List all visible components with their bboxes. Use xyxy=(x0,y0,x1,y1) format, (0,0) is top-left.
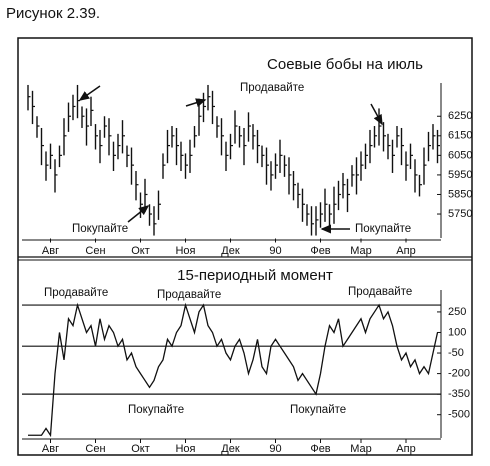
y-tick-label: 5850 xyxy=(448,188,472,200)
x-tick-label: Апр xyxy=(396,443,415,455)
x-tick-label: Дек xyxy=(221,245,240,257)
caption: Рисунок 2.39. xyxy=(6,5,100,22)
annotation: Продавайте xyxy=(348,286,412,298)
x-tick-label: Сен xyxy=(85,443,105,455)
momentum-line xyxy=(28,302,439,438)
x-tick-label: Ноя xyxy=(175,443,195,455)
y-tick-label: 100 xyxy=(448,326,466,338)
x-tick-label: Фев xyxy=(310,245,330,257)
x-tick-label: 90 xyxy=(269,443,281,455)
x-tick-label: Авг xyxy=(42,245,59,257)
annotation: Продавайте xyxy=(44,287,108,299)
x-tick-label: Апр xyxy=(396,245,415,257)
x-tick-label: Мар xyxy=(350,245,372,257)
x-tick-label: Фев xyxy=(310,443,330,455)
y-tick-label: 6150 xyxy=(448,130,472,142)
y-tick-label: 250 xyxy=(448,306,466,318)
x-tick-label: Сен xyxy=(85,245,105,257)
y-tick-label: 5750 xyxy=(448,208,472,220)
annotation: Покупайте xyxy=(72,223,128,235)
y-tick-label: -200 xyxy=(448,367,470,379)
annotation: Покупайте xyxy=(355,223,411,235)
x-tick-label: Дек xyxy=(221,443,240,455)
x-tick-label: Ноя xyxy=(175,245,195,257)
y-tick-label: 5950 xyxy=(448,169,472,181)
chart-title: Соевые бобы на июль xyxy=(267,56,423,73)
annotation: Продавайте xyxy=(240,82,304,94)
annotation: Покупайте xyxy=(290,404,346,416)
y-tick-label: 6250 xyxy=(448,110,472,122)
x-tick-label: Мар xyxy=(350,443,372,455)
x-tick-label: Авг xyxy=(42,443,59,455)
y-tick-label: -500 xyxy=(448,409,470,421)
x-tick-label: Окт xyxy=(131,443,150,455)
arrow xyxy=(185,98,207,108)
x-tick-label: 90 xyxy=(269,245,281,257)
annotation: Продавайте xyxy=(157,289,221,301)
frame xyxy=(17,37,473,456)
y-tick-label: -350 xyxy=(448,388,470,400)
arrow xyxy=(370,103,383,126)
y-tick-label: 6050 xyxy=(448,149,472,161)
y-tick-label: -50 xyxy=(448,347,464,359)
annotation: Покупайте xyxy=(128,404,184,416)
arrow xyxy=(78,85,101,101)
x-tick-label: Окт xyxy=(131,245,150,257)
chart-title: 15-периодный момент xyxy=(177,267,333,284)
